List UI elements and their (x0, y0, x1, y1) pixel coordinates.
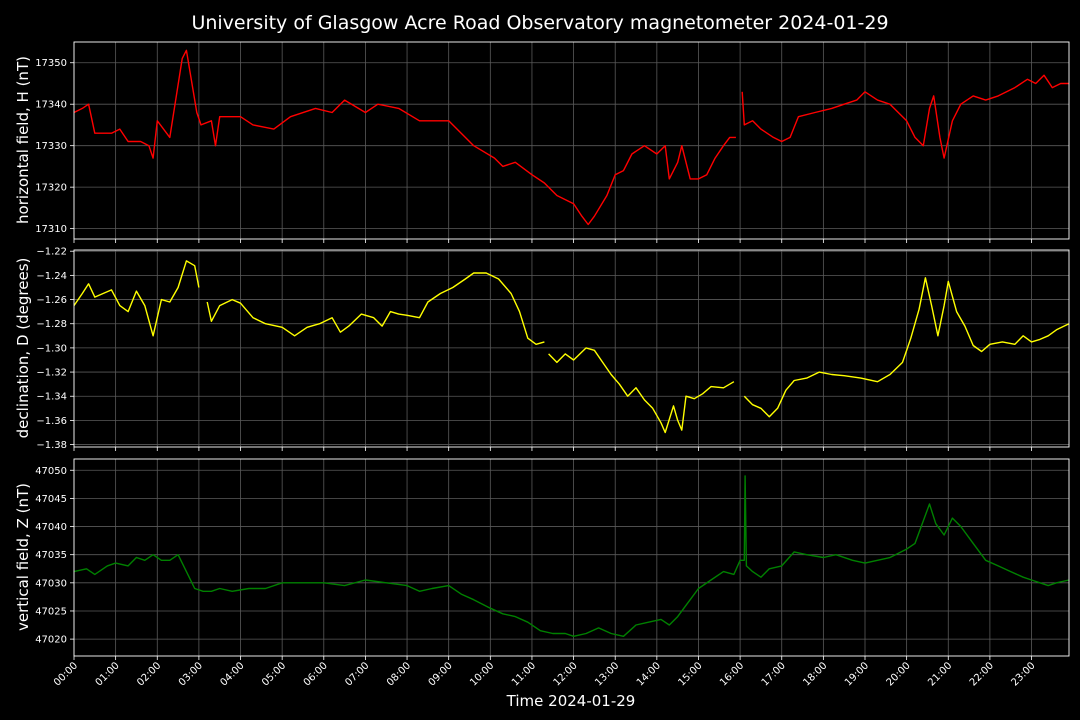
panel-z-frame (73, 458, 1070, 657)
panel-d-ytick-label-2: −1.34 (36, 392, 67, 403)
x-tick-label-22: 22:00 (968, 660, 996, 688)
panel-d-series-line-3 (743, 277, 1070, 418)
x-tick-label-2: 02:00 (135, 660, 163, 688)
panel-d-series-line-0 (73, 260, 200, 337)
panel-z-ytick-label-0: 47020 (35, 635, 67, 646)
x-tick-label-21: 21:00 (926, 660, 954, 688)
panel-d-ytick-label-0: −1.38 (36, 440, 67, 451)
x-tick-label-6: 06:00 (302, 660, 330, 688)
panel-d-ytick-label-6: −1.26 (36, 295, 67, 306)
x-tick-label-19: 19:00 (843, 660, 871, 688)
x-tick-label-14: 14:00 (635, 660, 663, 688)
x-tick-label-11: 11:00 (510, 660, 538, 688)
panel-d-ytick-label-7: −1.24 (36, 271, 67, 282)
panel-d-frame (73, 249, 1070, 448)
panel-h-ytick-label-2: 17330 (35, 141, 67, 152)
x-tick-label-13: 13:00 (593, 660, 621, 688)
panel-z-ytick-label-6: 47050 (35, 466, 67, 477)
x-tick-label-8: 08:00 (385, 660, 413, 688)
panel-d-ytick-label-1: −1.36 (36, 416, 67, 427)
x-tick-label-4: 04:00 (218, 660, 246, 688)
x-tick-label-0: 00:00 (52, 660, 80, 688)
x-tick-label-5: 05:00 (260, 660, 288, 688)
panel-d-ytick-label-4: −1.30 (36, 343, 67, 354)
panel-d-series-line-1 (206, 272, 545, 345)
x-tick-label-18: 18:00 (801, 660, 829, 688)
panel-z-series-line-0 (73, 475, 1070, 637)
x-tick-label-7: 07:00 (343, 660, 371, 688)
chart-title: University of Glasgow Acre Road Observat… (191, 12, 888, 34)
panel-z-ytick-label-3: 47035 (35, 550, 67, 561)
panel-h-ytick-label-4: 17350 (35, 58, 67, 69)
x-tick-label-9: 09:00 (427, 660, 455, 688)
x-tick-label-10: 10:00 (468, 660, 496, 688)
x-tick-label-1: 01:00 (94, 660, 122, 688)
x-tick-label-17: 17:00 (760, 660, 788, 688)
panel-h-ytick-label-0: 17310 (35, 224, 67, 235)
panel-h-series-line-1 (741, 74, 1069, 159)
panel-d-ytick-label-8: −1.22 (36, 247, 67, 258)
panel-z-ytick-label-2: 47030 (35, 578, 67, 589)
x-axis-ticks: 00:00 01:00 02:00 03:00 04:00 05:00 06:00 07:00… (52, 660, 1038, 688)
panel-h-series-line-0 (73, 49, 736, 226)
panel-z-ytick-label-5: 47045 (35, 494, 67, 505)
panel-h-ytick-label-3: 17340 (35, 100, 67, 111)
x-tick-label-12: 12:00 (552, 660, 580, 688)
panel-h-frame (73, 41, 1070, 240)
panel-h: horizontal field, H (nT) 17310 17320 17330… (14, 41, 1070, 243)
x-tick-label-23: 23:00 (1009, 660, 1037, 688)
panel-d: declination, D (degrees) −1.38 −1.36 −1.34… (14, 247, 1070, 451)
x-tick-label-15: 15:00 (676, 660, 704, 688)
x-tick-label-16: 16:00 (718, 660, 746, 688)
x-tick-label-20: 20:00 (885, 660, 913, 688)
x-tick-label-3: 03:00 (177, 660, 205, 688)
panel-d-ylabel: declination, D (degrees) (14, 258, 32, 439)
panel-z-ytick-label-1: 47025 (35, 606, 67, 617)
panel-d-series-line-2 (548, 347, 735, 434)
x-axis-label: Time 2024-01-29 (506, 692, 636, 710)
panel-z-ytick-label-4: 47040 (35, 522, 67, 533)
panel-d-ytick-label-5: −1.28 (36, 319, 67, 330)
panel-d-ytick-label-3: −1.32 (36, 368, 67, 379)
panel-h-ylabel: horizontal field, H (nT) (14, 56, 32, 224)
panel-z-ylabel: vertical field, Z (nT) (14, 483, 32, 631)
panel-h-ytick-label-1: 17320 (35, 183, 67, 194)
panel-z: vertical field, Z (nT) 47020 47025 47030 47… (14, 458, 1070, 660)
